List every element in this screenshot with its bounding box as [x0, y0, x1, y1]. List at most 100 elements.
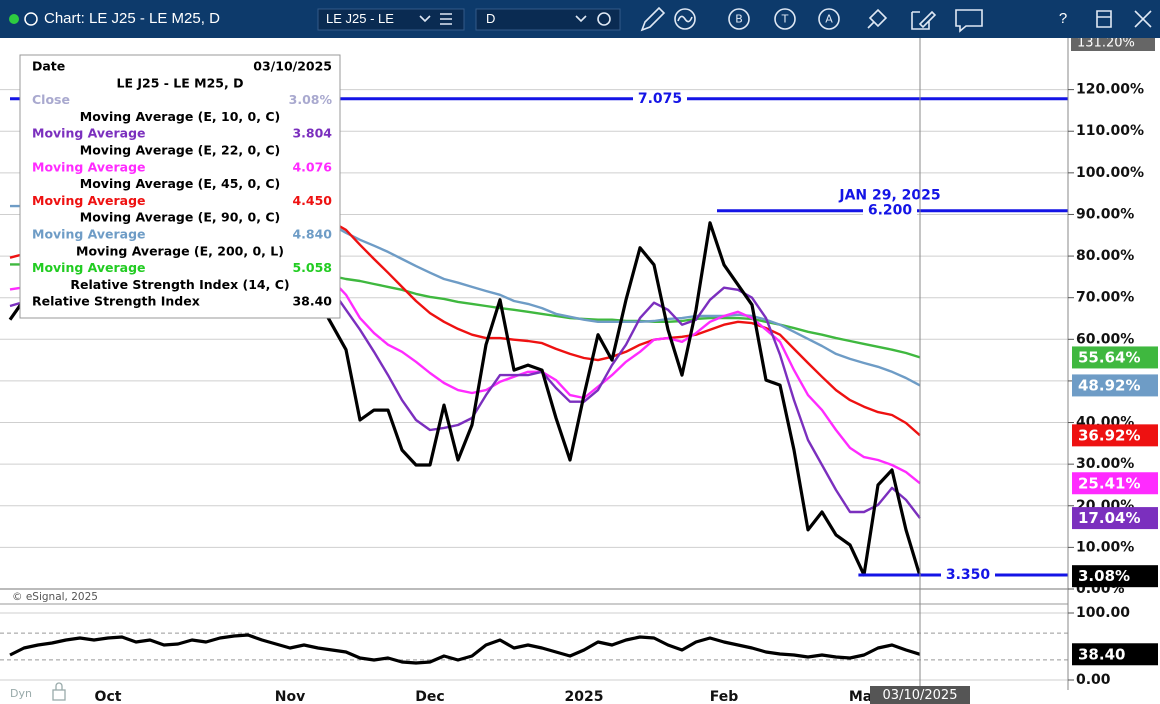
x-tick-label: Nov — [275, 689, 305, 704]
window-title: Chart: LE J25 - LE M25, D — [44, 10, 220, 27]
dw-study-title: Moving Average (E, 200, 0, L) — [76, 243, 284, 258]
last-value-label: 38.40 — [1078, 645, 1125, 663]
last-value-label: 25.41% — [1078, 474, 1140, 492]
status-dot — [9, 14, 19, 24]
wave-tool[interactable] — [674, 8, 696, 30]
interval-input[interactable]: D — [486, 11, 495, 26]
dw-row-value: 4.450 — [292, 193, 332, 208]
y-tick-label: 70.00% — [1076, 290, 1134, 306]
button-b[interactable] — [728, 8, 750, 30]
last-value-tag — [1072, 374, 1158, 397]
clock-icon[interactable] — [597, 12, 611, 26]
y-tick-label: 10.00% — [1076, 539, 1134, 555]
level-label-bg — [863, 202, 917, 218]
list-icon[interactable] — [440, 13, 452, 25]
lock-icon — [52, 689, 66, 701]
data-window: Date 03/10/2025 LE J25 - LE M25, D Close 3.0… — [19, 54, 341, 319]
dw-date: 03/10/2025 — [253, 59, 332, 74]
crosshair-date-bg — [870, 686, 970, 704]
crosshair-date: 03/10/2025 — [883, 688, 958, 703]
level-note: JAN 29, 2025 — [838, 188, 940, 204]
help-button[interactable]: ? — [1059, 10, 1067, 27]
dw-symbol: LE J25 - LE M25, D — [117, 76, 244, 91]
last-value-label: 55.64% — [1078, 348, 1140, 366]
dw-row-value: 4.840 — [292, 227, 332, 242]
window-menu[interactable] — [1096, 10, 1112, 28]
y-tick-label: 100.00 — [1076, 605, 1130, 621]
button-label: T — [781, 13, 789, 26]
button-t[interactable] — [774, 8, 796, 30]
comment-tool[interactable] — [955, 9, 983, 33]
y-tick-label: 0.00 — [1076, 672, 1111, 688]
toolbar: Chart: LE J25 - LE M25, D LE J25 - LE D … — [0, 0, 1160, 38]
dw-study-title: Moving Average (E, 10, 0, C) — [80, 109, 280, 124]
dw-row-label: Relative Strength Index — [32, 294, 200, 309]
dw-row-label: Close — [32, 92, 70, 107]
link-icon[interactable] — [24, 12, 38, 26]
button-a[interactable] — [818, 8, 840, 30]
series-line — [9, 633, 921, 665]
wave-glyph — [677, 15, 693, 23]
last-value-tag — [1072, 565, 1158, 588]
level-label: 7.075 — [638, 91, 682, 107]
interval-dropdown[interactable] — [575, 15, 587, 23]
y-tick-label: 100.00% — [1076, 165, 1144, 181]
copyright: © eSignal, 2025 — [12, 591, 98, 603]
x-tick-label: Feb — [710, 689, 739, 704]
last-value-tag — [1072, 643, 1158, 666]
pencil-tool[interactable] — [640, 6, 666, 32]
dw-row-value: 38.40 — [292, 294, 332, 309]
symbol-box[interactable] — [317, 8, 465, 31]
data-window-bg — [19, 54, 341, 319]
last-value-label: 17.04% — [1078, 509, 1140, 527]
x-tick-label: Oct — [95, 689, 122, 704]
y-tick-label: 120.00% — [1076, 82, 1144, 98]
close-button[interactable] — [1134, 10, 1152, 28]
axis-top-label: 131.20% — [1077, 36, 1135, 51]
axis-bg — [1068, 38, 1160, 704]
axis-top-tag — [1071, 35, 1155, 51]
dw-row-label: Moving Average — [32, 227, 146, 242]
y-tick-label: 110.00% — [1076, 123, 1144, 139]
dw-study-title: Moving Average (E, 90, 0, C) — [80, 210, 280, 225]
button-label: A — [825, 13, 833, 26]
dyn-mode: Dyn — [10, 687, 32, 700]
x-tick-label: Dec — [415, 689, 444, 704]
level-label: 3.350 — [946, 567, 991, 583]
last-value-label: 3.08% — [1078, 567, 1130, 585]
dw-row-label: Moving Average — [32, 159, 146, 174]
note-tool[interactable] — [911, 10, 937, 30]
pointer-tool[interactable] — [867, 8, 888, 29]
y-tick-label: 90.00% — [1076, 206, 1134, 222]
symbol-input[interactable]: LE J25 - LE — [326, 11, 394, 26]
x-tick-label: 2025 — [565, 689, 604, 704]
interval-box[interactable] — [475, 8, 621, 31]
dw-row-value: 5.058 — [292, 260, 332, 275]
last-value-tag — [1072, 424, 1158, 447]
last-value-tag — [1072, 507, 1158, 530]
lock-shackle — [55, 682, 63, 690]
dw-study-title: Moving Average (E, 45, 0, C) — [80, 176, 280, 191]
last-value-label: 48.92% — [1078, 376, 1140, 394]
last-value-label: 36.92% — [1078, 426, 1140, 444]
dw-study-title: Moving Average (E, 22, 0, C) — [80, 143, 280, 158]
dw-row-value: 3.08% — [289, 92, 333, 107]
y-tick-label: 30.00% — [1076, 456, 1134, 472]
y-tick-label: 60.00% — [1076, 331, 1134, 347]
dw-study-title: Relative Strength Index (14, C) — [70, 277, 289, 292]
dw-row-label: Moving Average — [32, 193, 146, 208]
y-tick-label: 80.00% — [1076, 248, 1134, 264]
button-label: B — [735, 13, 743, 26]
dw-date-label: Date — [32, 59, 65, 74]
last-value-tag — [1072, 472, 1158, 495]
symbol-dropdown[interactable] — [419, 15, 431, 23]
level-label: 6.200 — [868, 203, 913, 219]
level-label-bg — [941, 566, 995, 582]
dw-row-label: Moving Average — [32, 260, 146, 275]
dw-row-value: 3.804 — [292, 126, 332, 141]
dw-row-label: Moving Average — [32, 126, 146, 141]
level-label-bg — [633, 90, 687, 106]
dw-row-value: 4.076 — [292, 159, 332, 174]
